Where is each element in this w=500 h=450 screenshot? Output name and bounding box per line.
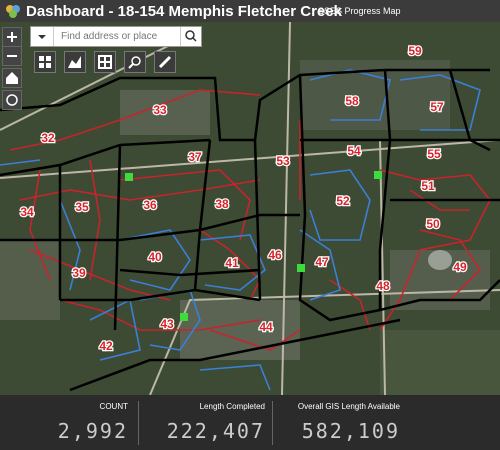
zone-label: 36: [143, 198, 157, 212]
stat-label: COUNT: [99, 402, 128, 411]
zone-label: 54: [347, 144, 361, 158]
divider: [138, 401, 139, 445]
search-icon: [185, 30, 197, 42]
zoom-out[interactable]: [2, 46, 22, 66]
zone-label: 48: [376, 279, 390, 293]
logo: [6, 5, 20, 18]
zone-label: 50: [426, 217, 440, 231]
basemap-icon: [98, 55, 112, 69]
zone-label: 43: [160, 317, 174, 331]
pencil-icon: [158, 55, 172, 69]
zone-label: 33: [153, 103, 167, 117]
search-placeholder: Find address or place: [61, 31, 158, 42]
basemap-button[interactable]: [94, 51, 116, 73]
zone-label: 32: [41, 131, 55, 145]
minus-icon: [7, 55, 17, 57]
stat-value: 582,109: [301, 419, 400, 443]
zone-label: 34: [20, 205, 34, 219]
zone-boundaries: [0, 68, 500, 392]
zone-label: 59: [408, 44, 422, 58]
stat-length-completed: Length Completed 222,407: [145, 395, 265, 450]
stats-bar: COUNT 2,992 Length Completed 222,407 Ove…: [0, 395, 500, 450]
plus-icon: [7, 32, 17, 42]
layers-button[interactable]: [34, 51, 56, 73]
zone-label: 37: [188, 150, 202, 164]
zone-label: 57: [430, 100, 444, 114]
home-icon: [6, 72, 18, 84]
zone-label: 58: [345, 94, 359, 108]
zone-label: 44: [259, 320, 273, 334]
stat-value: 2,992: [57, 419, 128, 443]
map-title: SSES Progress Map: [318, 6, 401, 16]
terrain: [0, 60, 500, 395]
divider: [272, 401, 273, 445]
zone-label: 55: [427, 147, 441, 161]
dashboard-title: Dashboard - 18-154 Memphis Fletcher Cree…: [26, 3, 342, 20]
chart-button[interactable]: [64, 51, 86, 73]
zone-label: 47: [315, 255, 329, 269]
access-points: [125, 171, 382, 321]
zoom-in[interactable]: [2, 27, 22, 47]
zone-label: 35: [75, 200, 89, 214]
measure-button[interactable]: [154, 51, 176, 73]
zone-label: 52: [336, 194, 350, 208]
home-button[interactable]: [2, 68, 22, 88]
search-button[interactable]: [180, 27, 201, 46]
search-dropdown[interactable]: [31, 27, 54, 46]
stat-label: Length Completed: [199, 402, 265, 411]
grid-icon: [39, 56, 51, 68]
chart-icon: [68, 56, 81, 68]
zone-label: 39: [72, 266, 86, 280]
zone-labels: 59 58 57 33 32 37 53 54 55 51 36 38 35 34 52 50 40 41 46 47…: [19, 43, 468, 355]
locate-button[interactable]: [2, 90, 22, 110]
zone-label: 51: [421, 179, 435, 193]
zone-label: 42: [99, 339, 113, 353]
zone-label: 38: [215, 197, 229, 211]
zone-label: 46: [268, 248, 282, 262]
stat-gis-length: Overall GIS Length Available 582,109: [280, 395, 400, 450]
locate-icon: [6, 94, 18, 106]
query-button[interactable]: [124, 51, 146, 73]
header: Dashboard - 18-154 Memphis Fletcher Cree…: [0, 0, 500, 22]
stat-count: COUNT 2,992: [10, 395, 128, 450]
dropdown-icon: [38, 35, 46, 39]
query-icon: [128, 56, 141, 69]
map[interactable]: 59 58 57 33 32 37 53 54 55 51 36 38 35 34 52 50 40 41 46 47…: [0, 22, 500, 395]
zone-label: 40: [148, 250, 162, 264]
stat-value: 222,407: [166, 419, 265, 443]
zone-label: 53: [276, 154, 290, 168]
stat-label: Overall GIS Length Available: [297, 402, 400, 411]
search-box[interactable]: Find address or place: [30, 26, 202, 47]
zone-label: 49: [453, 260, 467, 274]
zone-label: 41: [225, 256, 239, 270]
